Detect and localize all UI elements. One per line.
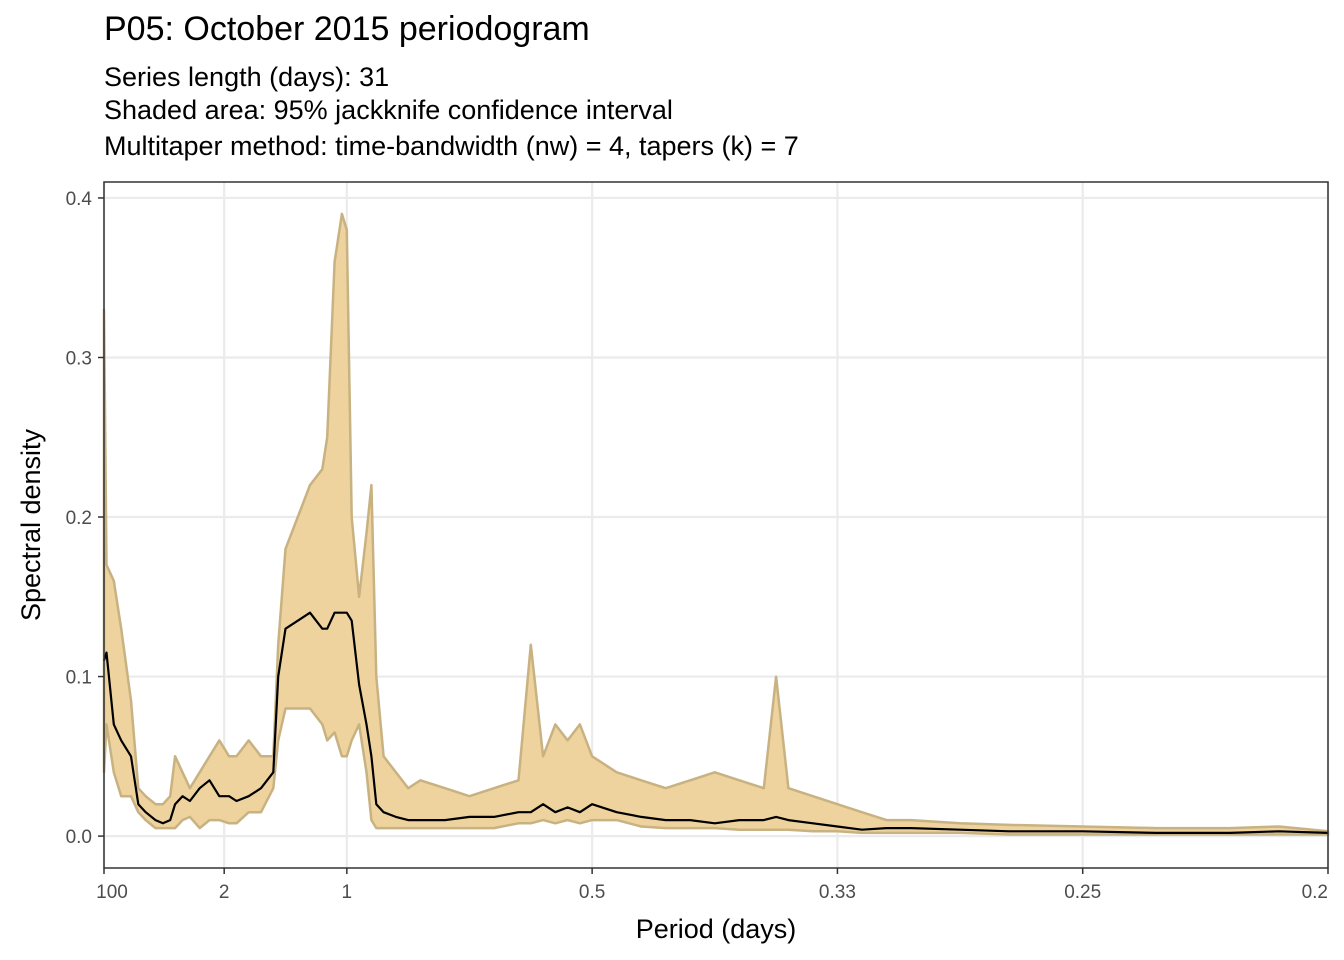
chart-title: P05: October 2015 periodogram xyxy=(104,10,590,48)
chart-subtitle-series-length: Series length (days): 31 xyxy=(104,62,390,92)
y-tick-label: 0.4 xyxy=(66,189,93,210)
x-tick-label: 2 xyxy=(219,882,230,903)
x-tick-label: 0.2 xyxy=(1302,882,1328,903)
grid-lines xyxy=(102,182,1330,868)
x-tick-label: 1 xyxy=(342,882,353,903)
chart-subtitle-method: Multitaper method: time-bandwidth (nw) =… xyxy=(104,131,799,161)
x-tick-label: 0.25 xyxy=(1064,882,1101,903)
axes: 0.0 0.1 0.2 0.3 0.4 100 2 1 0.5 0.33 0.25 0.2 xyxy=(66,189,1329,903)
y-tick-label: 0.2 xyxy=(66,508,92,529)
x-axis-title: Period (days) xyxy=(636,914,797,944)
y-tick-label: 0.1 xyxy=(66,668,92,689)
x-tick-label: 0.5 xyxy=(579,882,605,903)
plot-marks xyxy=(102,212,1330,836)
panel-border xyxy=(103,181,1329,869)
y-tick-label: 0.3 xyxy=(66,348,92,369)
y-tick-label: 0.0 xyxy=(66,827,92,848)
y-axis-title: Spectral density xyxy=(16,428,46,621)
x-tick-label: 0.33 xyxy=(819,882,856,903)
confidence-band xyxy=(102,212,1330,836)
x-tick-label: 100 xyxy=(96,882,128,903)
chart-subtitle-shaded-area: Shaded area: 95% jackknife confidence in… xyxy=(104,95,673,125)
spectral-density-line xyxy=(102,611,1329,834)
